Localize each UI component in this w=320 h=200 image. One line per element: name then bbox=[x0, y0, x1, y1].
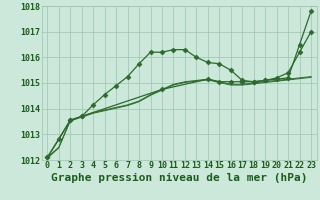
X-axis label: Graphe pression niveau de la mer (hPa): Graphe pression niveau de la mer (hPa) bbox=[51, 173, 308, 183]
